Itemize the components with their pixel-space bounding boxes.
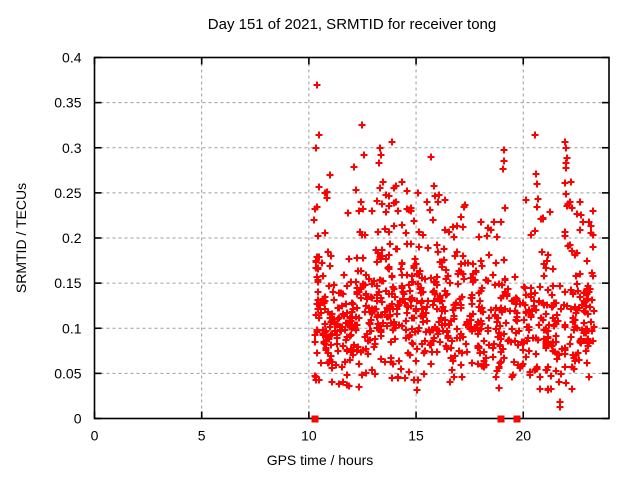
x-tick-label: 20	[515, 428, 531, 444]
zero-flag-marker	[513, 415, 521, 423]
zero-flag-marker	[497, 415, 505, 423]
zero-flag-marker	[311, 415, 319, 423]
plot-frame	[93, 56, 610, 420]
y-tick-label: 0.3	[62, 140, 82, 156]
y-tick-label: 0	[74, 411, 82, 427]
x-tick-label: 15	[408, 428, 424, 444]
x-tick-label: 10	[301, 428, 317, 444]
scatter-points	[310, 81, 598, 411]
chart-title: Day 151 of 2021, SRMTID for receiver ton…	[207, 16, 497, 33]
y-tick-label: 0.25	[54, 185, 81, 201]
x-axis-label: GPS time / hours	[266, 452, 374, 468]
y-tick-label: 0.2	[62, 230, 82, 246]
y-tick-label: 0.1	[62, 320, 82, 336]
x-tick-label: 0	[91, 428, 99, 444]
y-tick-label: 0.05	[54, 365, 81, 381]
y-tick-label: 0.15	[54, 275, 81, 291]
y-tick-label: 0.35	[54, 95, 81, 111]
x-tick-label: 5	[198, 428, 206, 444]
y-tick-label: 0.4	[62, 50, 82, 66]
